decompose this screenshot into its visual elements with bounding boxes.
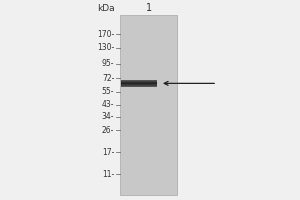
Bar (122, 86, 157, 87)
Text: 26-: 26- (102, 126, 114, 135)
Bar (122, 83, 157, 84)
Bar (122, 80, 157, 81)
Text: 17-: 17- (102, 148, 114, 157)
Text: 1: 1 (146, 3, 152, 13)
Text: 130-: 130- (97, 43, 114, 52)
Text: 72-: 72- (102, 74, 114, 83)
Text: 43-: 43- (102, 100, 114, 109)
Bar (120, 15, 177, 195)
Text: 170-: 170- (97, 30, 114, 39)
Bar (122, 85, 157, 86)
Bar (122, 84, 157, 85)
Text: 95-: 95- (102, 59, 114, 68)
Text: 55-: 55- (102, 87, 114, 96)
Text: kDa: kDa (97, 4, 114, 13)
Text: 34-: 34- (102, 112, 114, 121)
Bar (122, 81, 157, 82)
Text: 11-: 11- (102, 170, 114, 179)
Bar (122, 82, 157, 83)
